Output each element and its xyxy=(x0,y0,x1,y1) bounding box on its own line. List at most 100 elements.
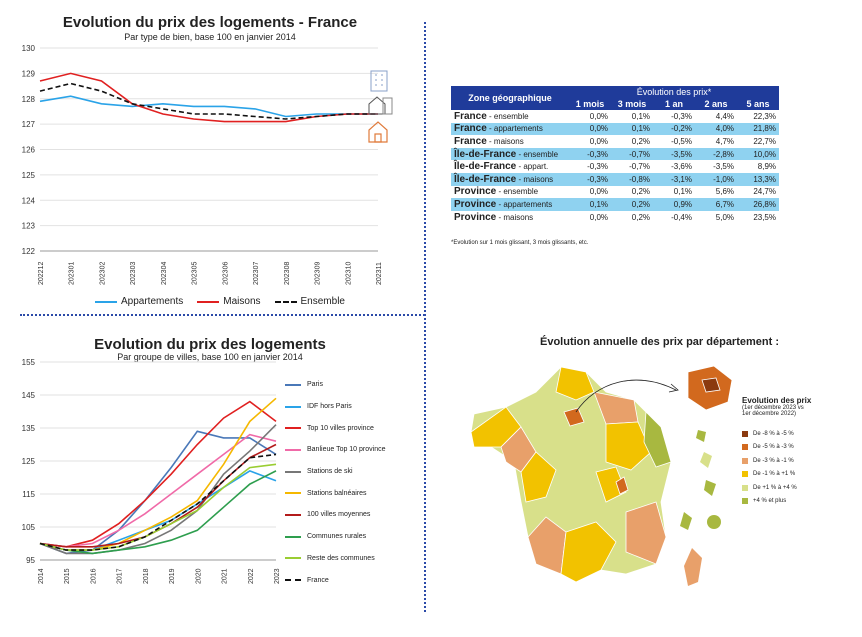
idf-inset-map xyxy=(687,365,733,411)
x-tick-label: 2022 xyxy=(248,568,255,584)
table-value-cell: 4,0% xyxy=(695,122,737,136)
series-line-4 xyxy=(39,424,277,555)
table-row: France - ensemble 0,0% 0,1% -0,3% 4,4% 22,3% xyxy=(451,110,779,123)
table-value-cell: -0,7% xyxy=(629,162,650,172)
table-value-cell: 0,2% xyxy=(631,136,650,146)
y-tick-label: 135 xyxy=(22,424,36,433)
table-value-cell: 0,9% xyxy=(653,198,695,211)
table-value-cell: 21,8% xyxy=(737,122,779,136)
map-legend-item: De -8 % à -5 % xyxy=(742,427,811,441)
y-tick-label: 125 xyxy=(22,457,36,466)
legend-item: Stations balnéaires xyxy=(285,482,385,504)
table-value-cell: 0,1% xyxy=(569,198,611,211)
table-value-cell: 0,0% xyxy=(569,122,611,136)
table-header-zone: Zone géographique xyxy=(451,86,569,110)
table-zone-cell: Province - ensemble xyxy=(454,186,539,198)
table-value-cell: -0,2% xyxy=(653,122,695,136)
x-tick-label: 202306 xyxy=(222,262,229,285)
table-value-cell: -0,5% xyxy=(671,136,692,146)
table-value-cell: 0,2% xyxy=(631,187,650,197)
chart1-plot: 122 123 124 125 126 127 128 129 130 202212 202301 2… xyxy=(22,44,383,285)
legend-item: Reste des communes xyxy=(285,548,385,570)
table-row: France - maisons 0,0% 0,2% -0,5% 4,7% 22,7% xyxy=(451,135,779,148)
y-tick-label: 130 xyxy=(22,44,36,53)
map-legend-item: De -5 % à -3 % xyxy=(742,441,811,455)
table-value-cell: 5,0% xyxy=(715,212,734,222)
y-tick-label: 122 xyxy=(22,247,36,256)
table-value-cell: -2,8% xyxy=(695,147,737,161)
table-zone-cell: France - maisons xyxy=(454,135,524,147)
table-value-cell: -0,3% xyxy=(671,111,692,121)
map-legend: Evolution des prix (1er décembre 2023 vs… xyxy=(742,396,811,508)
y-tick-label: 123 xyxy=(22,222,36,231)
map-legend-item: +4 % et plus xyxy=(742,495,811,509)
legend-item: Top 10 villes province xyxy=(285,417,385,439)
table-value-cell: 23,5% xyxy=(753,212,776,222)
map-legend-item: De -3 % à -1 % xyxy=(742,454,811,468)
map-legend-item: De +1 % à +4 % xyxy=(742,481,811,495)
table-value-cell: -3,1% xyxy=(653,172,695,186)
x-tick-label: 2014 xyxy=(38,568,45,584)
table-zone-cell: Province - maisons xyxy=(454,211,534,223)
table-footnote: *Evolution sur 1 mois glissant, 3 mois g… xyxy=(451,240,589,246)
x-tick-label: 2018 xyxy=(143,568,150,584)
house-icon xyxy=(368,121,388,143)
legend-item: Paris xyxy=(285,374,385,396)
table-value-cell: -3,6% xyxy=(671,162,692,172)
table-value-cell: -0,8% xyxy=(611,172,653,186)
y-tick-label: 155 xyxy=(22,358,36,367)
map-legend-title: Evolution des prix xyxy=(742,396,812,405)
x-tick-label: 202301 xyxy=(69,262,76,285)
legend-item: Communes rurales xyxy=(285,526,385,548)
table-zone-cell: Île-de-France - appart. xyxy=(454,161,549,173)
x-tick-label: 2023 xyxy=(274,568,281,584)
table-col-header: 1 mois xyxy=(569,98,611,110)
legend-item-ensemble: Ensemble xyxy=(274,296,345,307)
table-col-header: 1 an xyxy=(653,98,695,110)
x-tick-label: 202309 xyxy=(315,262,322,285)
chart1-title: Evolution du prix des logements - France xyxy=(62,14,358,31)
overseas-departments xyxy=(680,430,721,586)
table-zone-cell: France - appartements xyxy=(451,122,569,136)
table-row: Province - maisons 0,0% 0,2% -0,4% 5,0% 23,5% xyxy=(451,211,779,224)
table-row: France - appartements 0,0% 0,1% -0,2% 4,0% 21… xyxy=(451,122,779,136)
table-col-header: 2 ans xyxy=(695,98,737,110)
chart3-subtitle: Par groupe de villes, base 100 en janvie… xyxy=(117,352,303,362)
y-tick-label: 127 xyxy=(22,120,36,129)
x-tick-label: 202302 xyxy=(99,262,106,285)
price-table: Zone géographique Évolution des prix* 1 … xyxy=(451,86,779,223)
table-value-cell: -1,0% xyxy=(695,172,737,186)
table-col-header: 5 ans xyxy=(737,98,779,110)
table-value-cell: 0,0% xyxy=(589,111,608,121)
y-tick-label: 115 xyxy=(22,490,35,499)
table-value-cell: 10,0% xyxy=(737,147,779,161)
chart1-legend: Appartements Maisons Ensemble xyxy=(95,296,345,307)
series-line-1 xyxy=(39,470,277,551)
map-title: Évolution annuelle des prix par départem… xyxy=(540,336,779,348)
table-value-cell: 0,1% xyxy=(611,122,653,136)
series-line-0 xyxy=(39,95,378,118)
map-legend-subtitle: (1er décembre 2023 vs 1er décembre 2022) xyxy=(742,405,804,417)
y-tick-label: 128 xyxy=(22,95,36,104)
x-tick-label: 2015 xyxy=(64,568,71,584)
table-value-cell: -0,3% xyxy=(587,162,608,172)
x-tick-label: 2016 xyxy=(90,568,97,584)
x-tick-label: 2020 xyxy=(195,568,202,584)
series-line-3 xyxy=(39,433,277,548)
table-value-cell: 0,0% xyxy=(589,187,608,197)
map-zoom-arrow xyxy=(575,379,677,413)
x-tick-label: 2021 xyxy=(222,568,229,584)
table-zone-cell: France - ensemble xyxy=(454,110,529,122)
table-value-cell: -3,5% xyxy=(713,162,734,172)
x-tick-label: 202311 xyxy=(376,262,383,285)
table-row: Île-de-France - appart. -0,3% -0,7% -3,6% -3… xyxy=(451,160,779,173)
x-tick-label: 202307 xyxy=(253,262,260,285)
table-zone-cell: Île-de-France - maisons xyxy=(451,172,569,186)
table-value-cell: 0,1% xyxy=(631,111,650,121)
x-tick-label: 202308 xyxy=(284,262,291,285)
legend-item-appartements: Appartements xyxy=(95,296,183,307)
series-line-2 xyxy=(39,400,277,548)
chart3-plot: 95 105 115 125 135 145 155 2014 2015 2016 2017 2018… xyxy=(22,358,281,584)
apartment-house-icon xyxy=(368,96,393,115)
table-value-cell: -0,4% xyxy=(671,212,692,222)
